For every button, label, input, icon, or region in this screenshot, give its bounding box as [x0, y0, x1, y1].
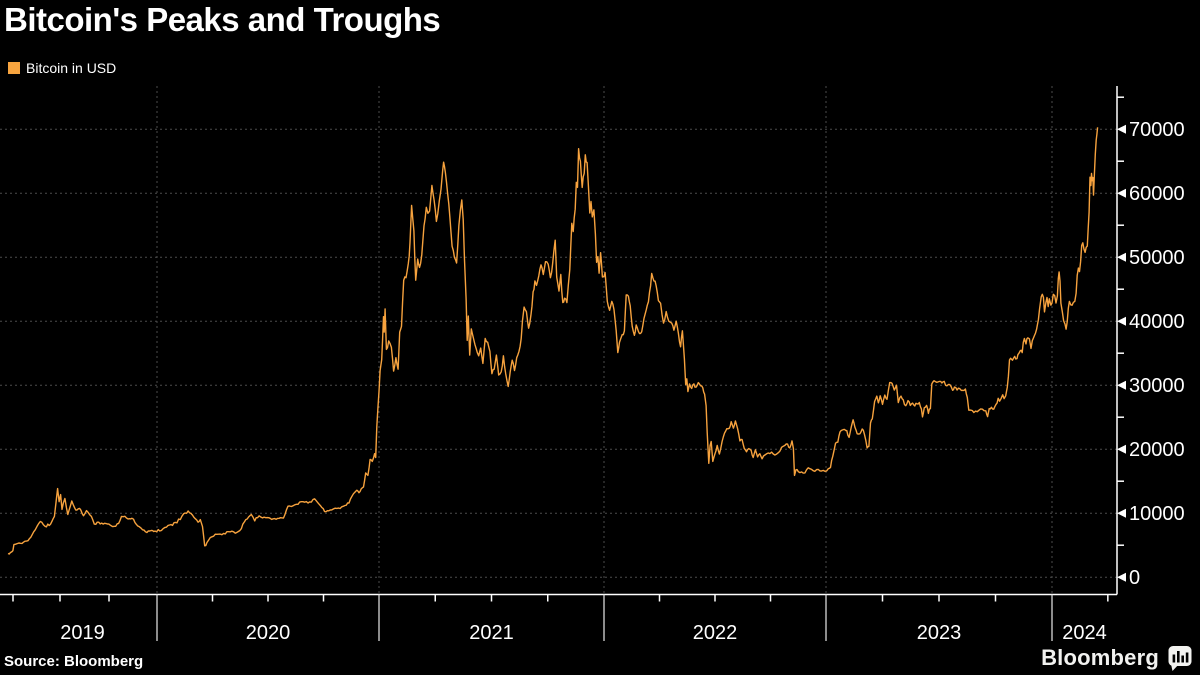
y-tick-arrow — [1117, 124, 1126, 134]
x-tick-label: 2023 — [917, 622, 962, 644]
bloomberg-chart-bubble-icon — [1168, 646, 1192, 671]
x-tick-label: 2019 — [60, 622, 105, 644]
x-tick-label: 2021 — [469, 622, 514, 644]
y-tick-label: 50000 — [1129, 247, 1185, 269]
y-axis-labels: 0 10000 20000 30000 40000 50000 60000 70000 — [1117, 119, 1185, 589]
y-tick-label: 60000 — [1129, 183, 1185, 205]
y-tick-label: 30000 — [1129, 375, 1185, 397]
gridlines — [0, 86, 1117, 595]
x-axis-labels: 2019 2020 2021 2022 2023 2024 — [60, 622, 1107, 644]
y-tick-arrow — [1117, 380, 1126, 390]
page-title: Bitcoin's Peaks and Troughs — [4, 1, 441, 38]
y-tick-arrow — [1117, 508, 1126, 518]
bloomberg-wordmark: Bloomberg — [1041, 645, 1159, 670]
y-tick-arrow — [1117, 188, 1126, 198]
y-tick-arrow — [1117, 252, 1126, 262]
legend-label: Bitcoin in USD — [26, 60, 117, 76]
x-tick-label: 2020 — [246, 622, 291, 644]
x-tick-label: 2024 — [1062, 622, 1107, 644]
price-line — [7, 127, 1099, 555]
chart-legend: Bitcoin in USD — [8, 60, 116, 76]
y-tick-arrow — [1117, 444, 1126, 454]
y-tick-arrow — [1117, 572, 1126, 582]
y-tick-label: 70000 — [1129, 119, 1185, 141]
y-tick-label: 10000 — [1129, 503, 1185, 525]
y-tick-label: 0 — [1129, 567, 1140, 589]
legend-swatch — [8, 62, 20, 74]
bloomberg-branding: Bloomberg — [1041, 645, 1192, 671]
source-label: Source: Bloomberg — [4, 653, 144, 670]
y-tick-arrow — [1117, 316, 1126, 326]
x-tick-label: 2022 — [693, 622, 738, 644]
y-tick-label: 40000 — [1129, 311, 1185, 333]
y-tick-label: 20000 — [1129, 439, 1185, 461]
axes — [0, 86, 1124, 641]
